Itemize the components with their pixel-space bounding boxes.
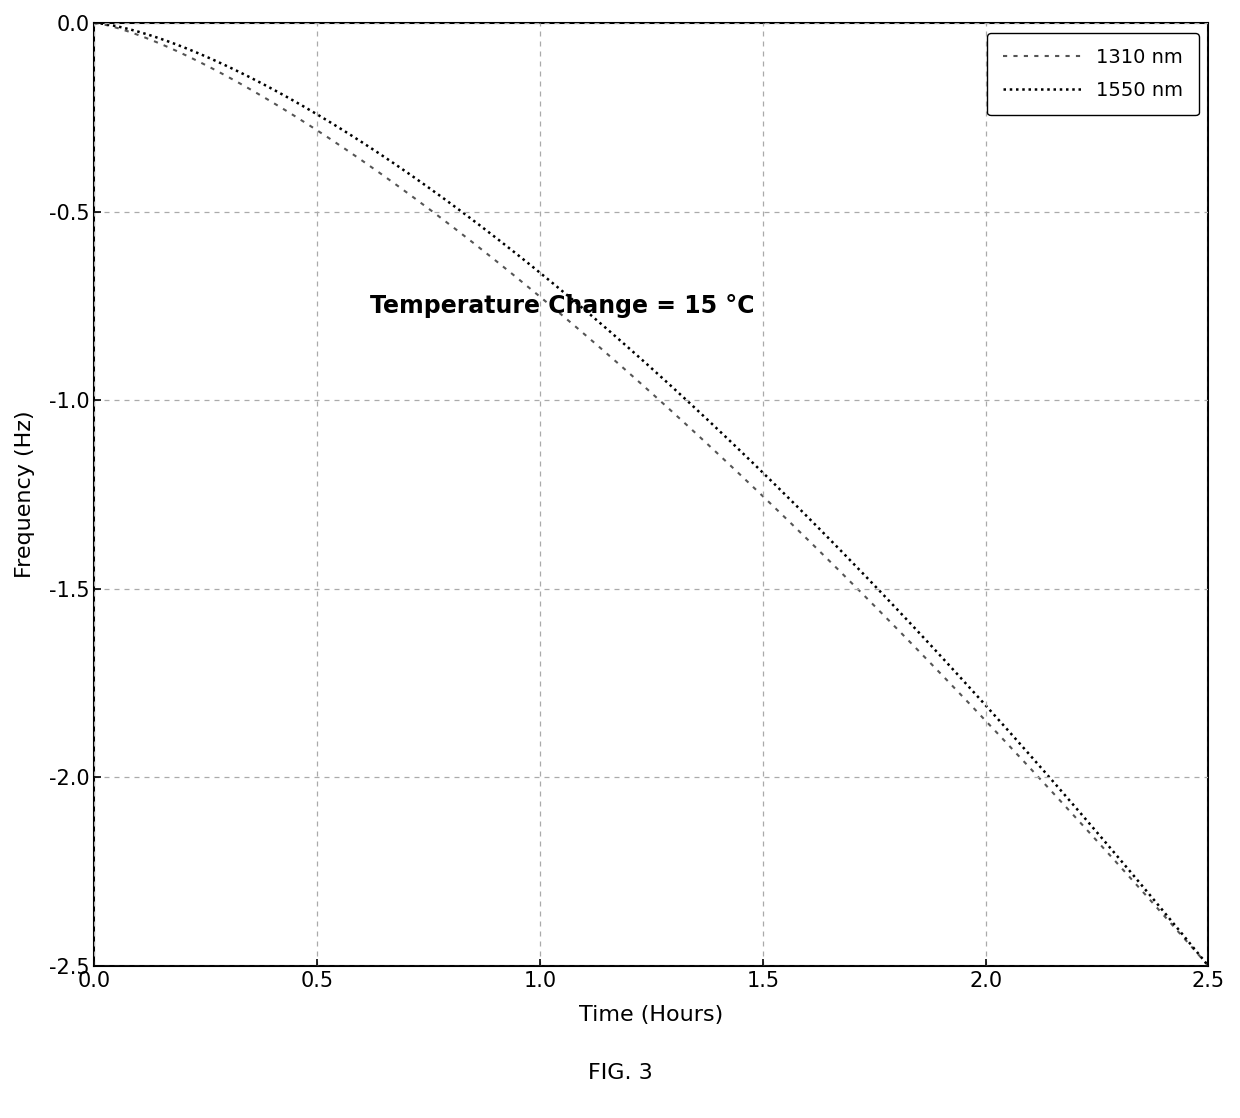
1550 nm xyxy=(537,271,552,284)
1310 nm xyxy=(1202,959,1216,973)
1310 nm xyxy=(852,584,867,597)
1310 nm xyxy=(578,328,593,341)
1550 nm xyxy=(956,674,971,688)
1550 nm xyxy=(578,303,593,316)
X-axis label: Time (Hours): Time (Hours) xyxy=(579,1005,723,1025)
1550 nm xyxy=(1202,959,1216,973)
Text: FIG. 3: FIG. 3 xyxy=(588,1063,652,1083)
1310 nm xyxy=(956,690,971,703)
Line: 1550 nm: 1550 nm xyxy=(94,23,1209,966)
1310 nm xyxy=(201,59,216,73)
1310 nm xyxy=(537,294,552,307)
1550 nm xyxy=(852,563,867,577)
1550 nm xyxy=(87,17,102,30)
Line: 1310 nm: 1310 nm xyxy=(94,23,1209,966)
Y-axis label: Frequency (Hz): Frequency (Hz) xyxy=(15,410,35,578)
1550 nm xyxy=(976,695,991,709)
1310 nm xyxy=(87,17,102,30)
Text: Temperature Change = 15 °C: Temperature Change = 15 °C xyxy=(370,294,754,318)
1550 nm xyxy=(201,50,216,64)
Legend: 1310 nm, 1550 nm: 1310 nm, 1550 nm xyxy=(987,32,1199,115)
1310 nm xyxy=(976,711,991,724)
